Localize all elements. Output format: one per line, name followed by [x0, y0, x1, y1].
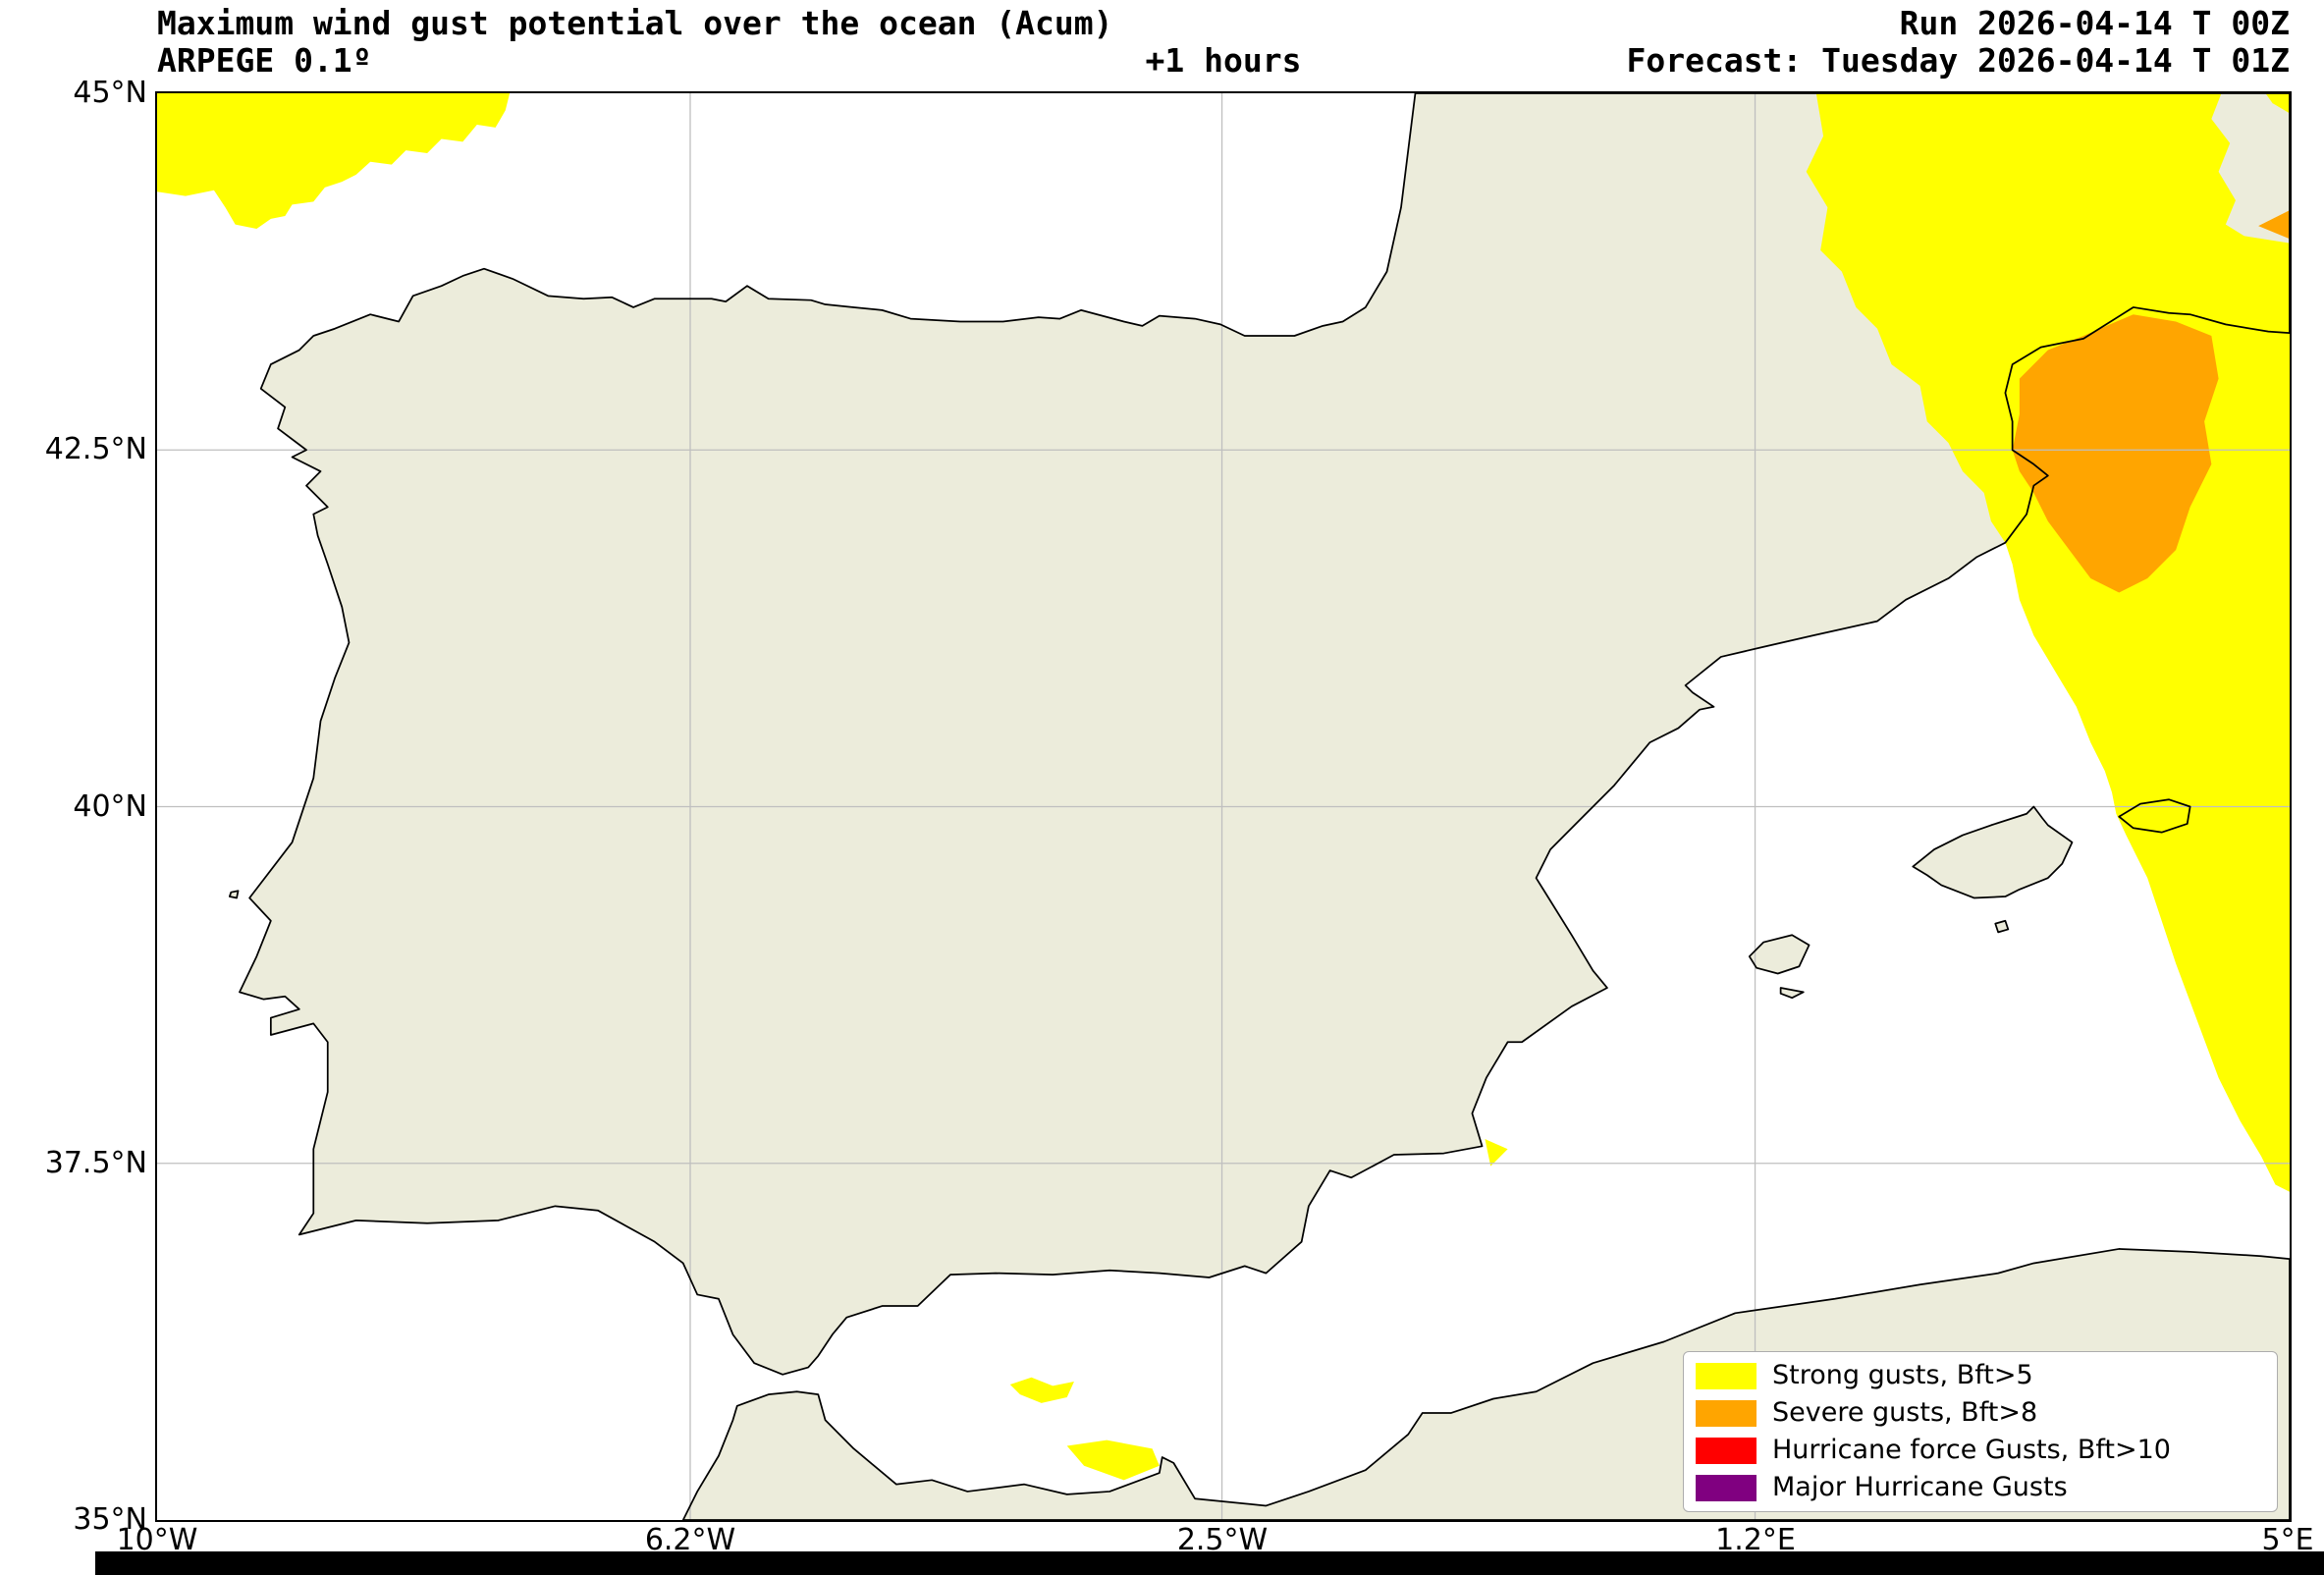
- gust-orange-gulf-of-lion-core: [2012, 314, 2219, 593]
- x-axis-tick-label: 1.2°E: [1715, 1523, 1796, 1557]
- gust-region-corner: [2265, 93, 2290, 114]
- x-axis-tick-label: 10°W: [116, 1523, 198, 1557]
- gust-orange-edge-notch: [2258, 210, 2290, 240]
- legend: Strong gusts, Bft>5 Severe gusts, Bft>8 …: [1683, 1351, 2278, 1512]
- gust-patch-cabo-palos: [1485, 1139, 1508, 1167]
- y-axis-tick-label: 35°N: [73, 1502, 147, 1537]
- forecast-label: Forecast: Tuesday 2026-04-14 T 01Z: [1626, 41, 2290, 80]
- legend-label: Severe gusts, Bft>8: [1772, 1397, 2038, 1428]
- legend-swatch-hurricane: [1696, 1437, 1757, 1464]
- legend-swatch-strong: [1696, 1362, 1757, 1389]
- y-axis-tick-label: 40°N: [73, 789, 147, 824]
- lead-time-label: +1 hours: [1145, 41, 1302, 80]
- run-label: Run 2026-04-14 T 00Z: [1899, 4, 2290, 42]
- map-canvas: [157, 93, 2290, 1520]
- page-title: Maximum wind gust potential over the oce…: [157, 4, 1113, 42]
- legend-item: Hurricane force Gusts, Bft>10: [1696, 1437, 2265, 1464]
- y-axis-tick-label: 42.5°N: [44, 432, 147, 466]
- legend-swatch-major-hurricane: [1696, 1474, 1757, 1501]
- map-frame: [155, 91, 2292, 1522]
- y-axis-tick-label: 37.5°N: [44, 1146, 147, 1180]
- legend-swatch-severe: [1696, 1399, 1757, 1427]
- y-axis-tick-label: 45°N: [73, 76, 147, 110]
- graticule: [157, 93, 2290, 1520]
- gust-patch-alboran-coast: [1066, 1439, 1160, 1481]
- x-axis-tick-label: 2.5°W: [1176, 1523, 1269, 1557]
- gust-region-biscay: [157, 93, 511, 230]
- legend-label: Hurricane force Gusts, Bft>10: [1772, 1435, 2171, 1465]
- legend-label: Strong gusts, Bft>5: [1772, 1360, 2033, 1390]
- gust-patch-alboran-west: [1009, 1377, 1074, 1403]
- bottom-bar: [95, 1551, 2324, 1575]
- legend-item: Major Hurricane Gusts: [1696, 1474, 2265, 1501]
- model-label: ARPEGE 0.1º: [157, 41, 372, 80]
- legend-item: Strong gusts, Bft>5: [1696, 1362, 2265, 1389]
- x-axis-tick-label: 5°E: [2261, 1523, 2314, 1557]
- x-axis-tick-label: 6.2°W: [644, 1523, 736, 1557]
- legend-label: Major Hurricane Gusts: [1772, 1472, 2068, 1502]
- legend-item: Severe gusts, Bft>8: [1696, 1399, 2265, 1427]
- gust-areas-severe: [2012, 210, 2290, 593]
